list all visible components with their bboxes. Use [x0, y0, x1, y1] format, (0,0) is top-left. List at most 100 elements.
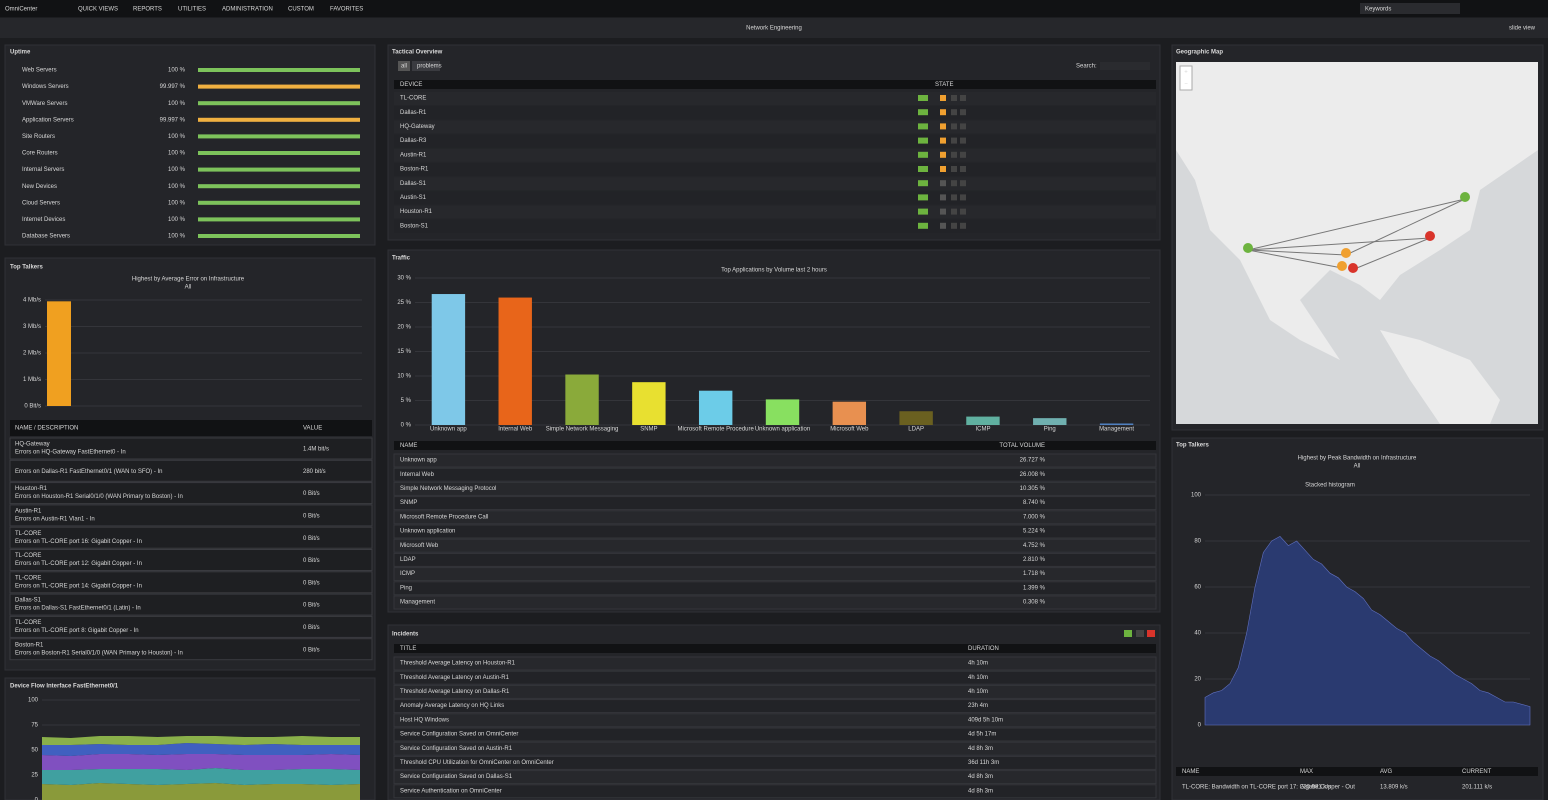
- device-link[interactable]: Boston-R1: [400, 167, 429, 173]
- app-name[interactable]: Internal Web: [400, 472, 435, 478]
- x-tick-label: ICMP: [975, 427, 990, 433]
- map-marker[interactable]: [1425, 231, 1435, 241]
- incident-title[interactable]: Threshold Average Latency on Houston-R1: [400, 661, 516, 667]
- zoom-control[interactable]: [1179, 65, 1193, 91]
- menu-item[interactable]: ADMINISTRATION: [222, 7, 273, 13]
- state-icon: [960, 166, 966, 172]
- row-name[interactable]: Boston-R1: [15, 642, 44, 648]
- app-name[interactable]: Microsoft Web: [400, 543, 439, 549]
- search-box[interactable]: [1360, 3, 1460, 14]
- filter-label[interactable]: problems: [417, 64, 442, 70]
- panel-subtitle: Highest by Peak Bandwidth on Infrastruct…: [1298, 456, 1417, 462]
- menu-item[interactable]: QUICK VIEWS: [78, 7, 118, 13]
- incident-title[interactable]: Host HQ Windows: [400, 717, 449, 723]
- app-name[interactable]: SNMP: [400, 500, 417, 506]
- row-name[interactable]: Dallas-S1: [15, 598, 42, 604]
- row-value: 201.111 k/s: [1462, 785, 1492, 791]
- search-input: [1100, 62, 1150, 70]
- x-tick-label: Ping: [1044, 427, 1056, 433]
- state-icon: [918, 137, 928, 144]
- row-value: 0 Bit/s: [303, 625, 320, 631]
- x-tick-label: SNMP: [640, 427, 657, 433]
- map-marker[interactable]: [1348, 263, 1358, 273]
- incident-title[interactable]: Anomaly Average Latency on HQ Links: [400, 703, 504, 709]
- map-marker[interactable]: [1341, 248, 1351, 258]
- table-row: [393, 741, 1157, 756]
- app-name[interactable]: Unknown app: [400, 458, 437, 464]
- table-header: [394, 644, 1156, 653]
- device-link[interactable]: Austin-S1: [400, 195, 427, 201]
- row-value: 0 Bit/s: [303, 513, 320, 519]
- incident-duration: 4h 10m: [968, 661, 988, 667]
- zoom-out[interactable]: −: [1184, 82, 1188, 88]
- row-name[interactable]: TL-CORE: [15, 575, 41, 581]
- map-marker[interactable]: [1337, 261, 1347, 271]
- map-land: [1176, 62, 1538, 360]
- zoom-in[interactable]: +: [1184, 70, 1188, 76]
- device-link[interactable]: Austin-R1: [400, 152, 427, 158]
- action-button: [1147, 630, 1155, 637]
- state-icon: [918, 208, 928, 215]
- scope: All: [185, 285, 192, 291]
- menu-item[interactable]: REPORTS: [133, 7, 162, 13]
- map[interactable]: [1176, 62, 1538, 424]
- app-name[interactable]: ICMP: [400, 571, 415, 577]
- row-name[interactable]: TL-CORE: [15, 531, 41, 537]
- menu-item[interactable]: CUSTOM: [288, 7, 314, 13]
- incident-title[interactable]: Service Configuration Saved on Austin-R1: [400, 746, 513, 752]
- map-marker[interactable]: [1460, 192, 1470, 202]
- row-name[interactable]: TL-CORE: [15, 553, 41, 559]
- incident-title[interactable]: Service Authentication on OmniCenter: [400, 788, 502, 794]
- filter-button: [398, 61, 410, 71]
- app-name[interactable]: Microsoft Remote Procedure Call: [400, 514, 488, 520]
- device-link[interactable]: Dallas-R3: [400, 138, 427, 144]
- menu-item[interactable]: FAVORITES: [330, 7, 363, 13]
- row-name: Windows Servers: [22, 84, 69, 90]
- row-value: 0 Bit/s: [303, 647, 320, 653]
- app-name[interactable]: Management: [400, 600, 435, 606]
- table-header: [1176, 767, 1538, 776]
- app-name[interactable]: Unknown application: [400, 529, 455, 535]
- column-header: DEVICE: [400, 82, 422, 88]
- filter-label[interactable]: all: [401, 64, 407, 70]
- x-tick-label: Management: [1099, 427, 1134, 433]
- map-marker[interactable]: [1243, 243, 1253, 253]
- table-row: [393, 538, 1157, 553]
- device-link[interactable]: Dallas-S1: [400, 181, 427, 187]
- app-name[interactable]: LDAP: [400, 557, 416, 563]
- row-name[interactable]: Houston-R1: [15, 486, 48, 492]
- column-header: VALUE: [303, 426, 322, 432]
- incident-title[interactable]: Service Configuration Saved on OmniCente…: [400, 732, 518, 738]
- app-volume: 26.727 %: [1020, 458, 1046, 464]
- row-value: 0 Bit/s: [303, 558, 320, 564]
- incident-duration: 23h 4m: [968, 703, 988, 709]
- table-row: [9, 526, 373, 549]
- y-tick-label: 3 Mb/s: [23, 324, 41, 330]
- row-name: Cloud Servers: [22, 200, 60, 206]
- menu-item[interactable]: UTILITIES: [178, 7, 206, 13]
- incident-title[interactable]: Threshold Average Latency on Dallas-R1: [400, 689, 510, 695]
- incident-title[interactable]: Service Configuration Saved on Dallas-S1: [400, 774, 513, 780]
- slide-view[interactable]: slide view: [1509, 26, 1536, 32]
- bar: [1033, 418, 1067, 425]
- bar: [498, 297, 532, 425]
- row-name[interactable]: TL-CORE: [15, 620, 41, 626]
- row-name[interactable]: Austin-R1: [15, 508, 42, 514]
- incident-title[interactable]: Threshold CPU Utilization for OmniCenter…: [400, 760, 554, 766]
- incident-title[interactable]: Threshold Average Latency on Austin-R1: [400, 675, 510, 681]
- state-icon: [918, 95, 928, 101]
- device-link[interactable]: TL-CORE: [400, 96, 426, 102]
- device-link[interactable]: Boston-S1: [400, 223, 429, 229]
- app-volume: 4.752 %: [1023, 543, 1046, 549]
- table-row: [394, 148, 1156, 162]
- row-name[interactable]: HQ-Gateway: [15, 442, 50, 448]
- device-link[interactable]: Houston-R1: [400, 209, 433, 215]
- app-name[interactable]: Simple Network Messaging Protocol: [400, 486, 496, 492]
- device-link[interactable]: Dallas-R1: [400, 110, 427, 116]
- row-name: Internet Devices: [22, 217, 65, 223]
- table-row: [394, 205, 1156, 219]
- app-name[interactable]: Ping: [400, 585, 412, 591]
- device-link[interactable]: HQ-Gateway: [400, 124, 435, 130]
- row-value: 100 %: [168, 134, 186, 140]
- row-value: 100 %: [168, 101, 186, 107]
